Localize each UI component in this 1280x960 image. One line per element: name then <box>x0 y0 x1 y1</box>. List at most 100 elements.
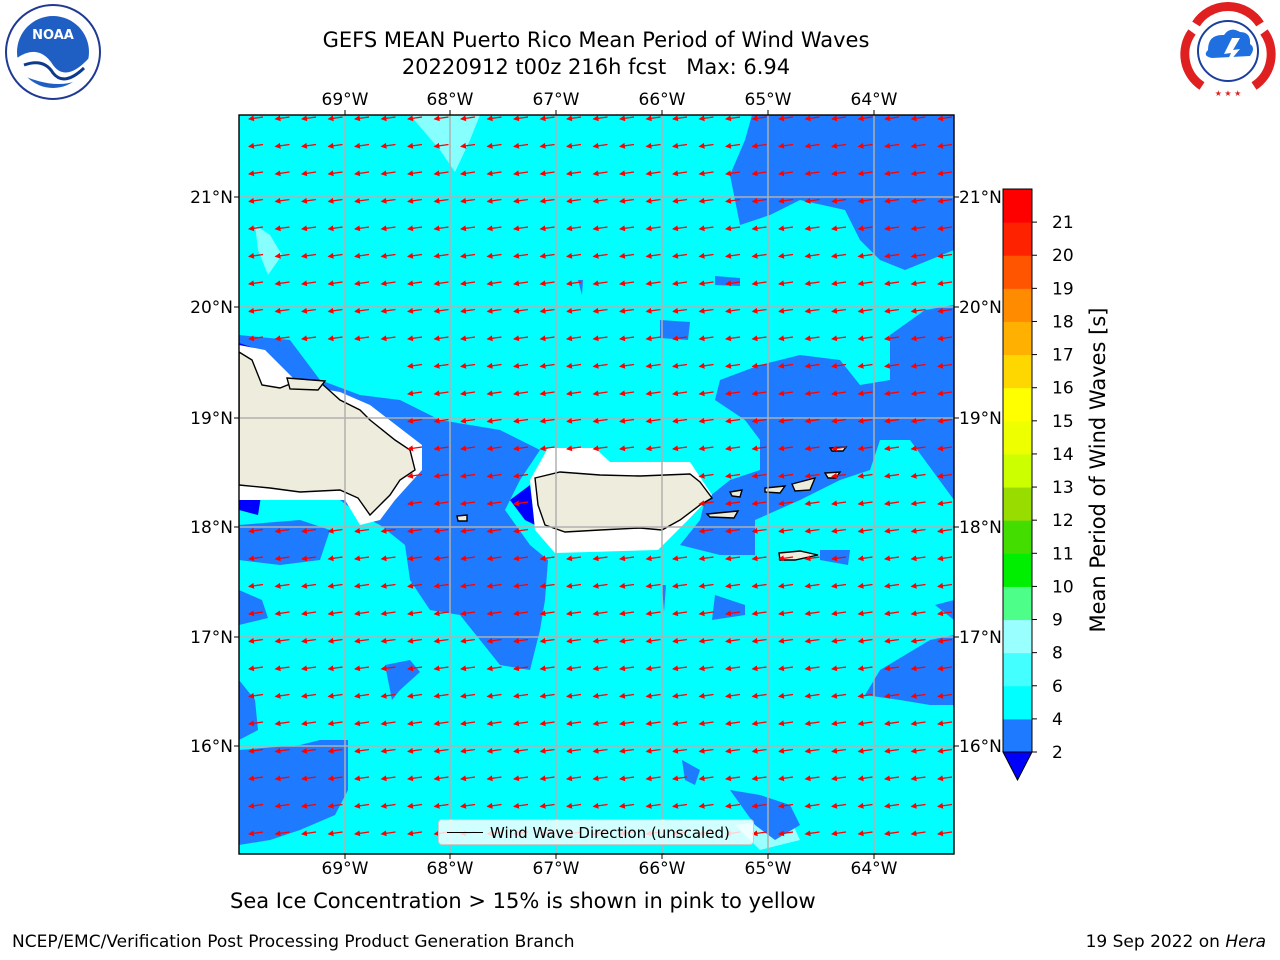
colorbar-band <box>1003 553 1032 587</box>
wind-arrow <box>778 665 794 672</box>
colorbar-tick-label: 14 <box>1052 445 1074 465</box>
wind-arrow <box>513 142 529 149</box>
wind-arrow <box>698 775 714 782</box>
wind-arrow <box>248 555 264 562</box>
wind-arrow <box>460 307 476 314</box>
colorbar-tick-label: 9 <box>1052 611 1063 631</box>
svg-text:★ ★ ★: ★ ★ ★ <box>1215 89 1242 98</box>
colorbar-label: Mean Period of Wind Waves [s] <box>1086 308 1110 633</box>
wind-arrow <box>327 115 343 122</box>
wind-arrow <box>831 335 847 342</box>
wind-arrow <box>831 472 847 479</box>
wind-arrow <box>725 390 741 397</box>
wind-arrow <box>937 775 953 782</box>
wind-arrow <box>884 610 900 617</box>
wind-arrow <box>910 115 926 122</box>
wind-arrow <box>433 775 449 782</box>
wind-arrow <box>380 692 396 699</box>
wind-arrow <box>592 170 608 177</box>
wind-arrow <box>725 692 741 699</box>
wind-arrow <box>910 252 926 259</box>
wind-arrow <box>407 692 423 699</box>
wind-arrow <box>672 115 688 122</box>
wind-arrow <box>884 802 900 809</box>
wind-arrow <box>778 527 794 534</box>
wind-arrow <box>619 115 635 122</box>
wind-arrow <box>698 225 714 232</box>
colorbar-band <box>1003 222 1032 256</box>
wind-arrow <box>460 170 476 177</box>
wind-arrow <box>937 637 953 644</box>
wind-arrow <box>460 747 476 754</box>
map-frame <box>238 114 955 855</box>
wind-arrow <box>619 225 635 232</box>
wind-arrow <box>327 610 343 617</box>
wind-arrow <box>937 610 953 617</box>
wind-arrow <box>884 170 900 177</box>
wind-arrow <box>910 610 926 617</box>
wind-arrow <box>592 225 608 232</box>
wind-arrow <box>407 637 423 644</box>
wind-arrow <box>778 170 794 177</box>
wind-arrow <box>804 830 820 837</box>
wind-arrow <box>910 692 926 699</box>
wind-arrow <box>354 197 370 204</box>
wind-arrow <box>407 555 423 562</box>
wind-arrow <box>778 802 794 809</box>
wind-arrow <box>725 747 741 754</box>
wind-arrow <box>725 775 741 782</box>
wind-arrow <box>937 335 953 342</box>
wind-arrow <box>619 445 635 452</box>
wind-arrow <box>857 582 873 589</box>
wind-arrow <box>486 252 502 259</box>
wind-arrow <box>566 555 582 562</box>
wind-arrow <box>486 390 502 397</box>
wind-arrow <box>884 637 900 644</box>
wind-arrow <box>778 362 794 369</box>
wind-arrow <box>566 582 582 589</box>
colorbar-tick-label: 16 <box>1052 379 1074 399</box>
wind-arrow <box>751 555 767 562</box>
wind-arrow <box>592 802 608 809</box>
lat-label-right-20n: 20°N <box>959 298 1002 318</box>
wind-arrow <box>460 362 476 369</box>
wind-arrow <box>698 610 714 617</box>
wind-arrow <box>698 582 714 589</box>
colorbar-band <box>1003 420 1032 455</box>
wind-arrow <box>460 802 476 809</box>
wind-arrow <box>698 417 714 424</box>
wind-arrow <box>407 527 423 534</box>
wind-arrow <box>751 610 767 617</box>
wind-arrow <box>910 445 926 452</box>
colorbar-tick-label: 6 <box>1052 677 1063 697</box>
wind-arrow <box>354 115 370 122</box>
wind-arrow <box>592 197 608 204</box>
wind-arrow <box>460 225 476 232</box>
wind-arrow <box>619 252 635 259</box>
wind-arrow <box>804 610 820 617</box>
wind-arrow <box>539 390 555 397</box>
wind-arrow <box>566 280 582 287</box>
wind-arrow <box>619 417 635 424</box>
wind-arrow <box>539 362 555 369</box>
wind-arrow <box>433 252 449 259</box>
wind-arrow <box>301 335 317 342</box>
lon-label-bottom-67w: 67°W <box>533 859 580 879</box>
wind-arrow <box>884 417 900 424</box>
wind-arrow <box>831 665 847 672</box>
wind-arrow <box>857 225 873 232</box>
wind-arrow <box>592 637 608 644</box>
wind-arrow <box>513 472 529 479</box>
wind-arrow <box>751 252 767 259</box>
wind-arrow <box>327 197 343 204</box>
wind-arrow <box>301 610 317 617</box>
wind-arrow <box>354 142 370 149</box>
wind-arrow <box>274 637 290 644</box>
wind-arrow <box>566 362 582 369</box>
wind-arrow <box>725 472 741 479</box>
colorbar-band <box>1003 354 1032 389</box>
wind-arrow <box>645 280 661 287</box>
wind-arrow <box>592 362 608 369</box>
lon-label-bottom-64w: 64°W <box>851 859 898 879</box>
